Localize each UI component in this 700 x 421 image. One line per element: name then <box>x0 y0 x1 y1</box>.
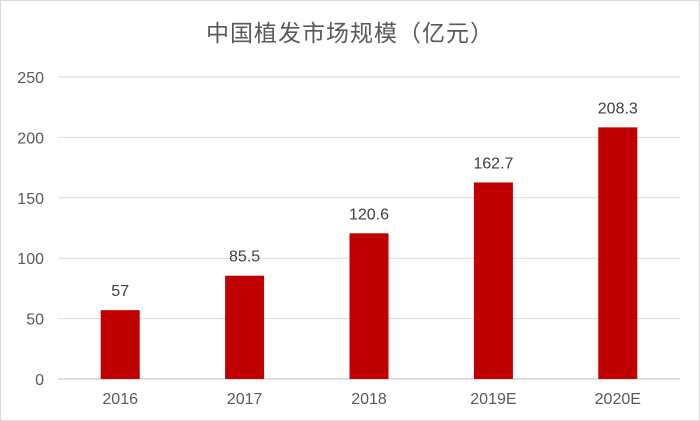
data-label: 57 <box>111 283 129 300</box>
data-labels: 57 85.5 120.6 162.7 208.3 <box>111 100 638 300</box>
x-axis-tick-labels: 2016 2017 2018 2019E 2020E <box>102 391 641 408</box>
bar <box>598 127 638 379</box>
x-tick-label: 2017 <box>227 391 263 408</box>
x-tick-label: 2016 <box>102 391 138 408</box>
data-label: 85.5 <box>229 249 260 266</box>
x-tick-label: 2019E <box>470 391 516 408</box>
x-tick-label: 2018 <box>351 391 387 408</box>
y-tick-label: 50 <box>26 312 44 329</box>
bars <box>100 127 638 379</box>
y-tick-label: 0 <box>35 372 44 389</box>
bar <box>473 182 513 379</box>
bar <box>349 233 389 379</box>
y-tick-label: 200 <box>17 130 44 147</box>
y-tick-label: 250 <box>17 70 44 87</box>
data-label: 162.7 <box>473 155 513 172</box>
data-label: 120.6 <box>349 206 389 223</box>
y-axis-tick-labels: 0 50 100 150 200 250 <box>17 70 44 389</box>
data-label: 208.3 <box>598 100 638 117</box>
bar <box>225 275 265 379</box>
bar <box>100 310 140 379</box>
y-tick-label: 150 <box>17 191 44 208</box>
y-tick-label: 100 <box>17 251 44 268</box>
x-tick-label: 2020E <box>595 391 641 408</box>
chart-title: 中国植发市场规模（亿元） <box>206 21 494 47</box>
